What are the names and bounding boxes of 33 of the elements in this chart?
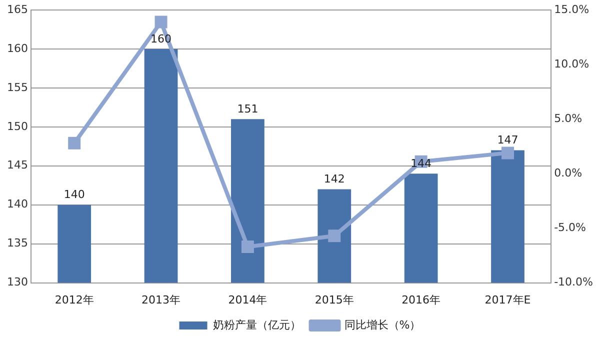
y2-tick-label: 15.0% [554, 2, 590, 16]
x-tick-label: 2017年E [484, 293, 531, 306]
point [328, 230, 341, 242]
y-tick-label: 135 [6, 236, 28, 250]
y-tick-label: 140 [6, 198, 28, 211]
y-tick-label: 165 [6, 2, 28, 16]
y2-tick-label: 0.0% [554, 166, 582, 180]
legend-label: 奶粉产量（亿元） [212, 318, 301, 332]
data-label: 142 [324, 172, 345, 186]
point [68, 136, 81, 150]
y2-tick-label: -5.0% [554, 221, 586, 234]
x-tick-label: 2013年 [142, 293, 181, 306]
legend-label: 同比增长（%） [344, 318, 421, 332]
point [154, 16, 168, 28]
y2-tick-label: -10.0% [554, 276, 594, 289]
y-tick-label: 145 [6, 158, 28, 172]
y-tick-label: 155 [6, 80, 28, 94]
point [502, 146, 514, 160]
y2-tick-label: 5.0% [554, 112, 582, 125]
x-tick-label: 2014年 [228, 293, 268, 306]
y-tick-label: 150 [6, 120, 28, 133]
x-tick-label: 2015年 [314, 293, 354, 306]
y-tick-label: 130 [6, 276, 28, 289]
data-label: 140 [64, 188, 85, 202]
data-label: 147 [497, 134, 518, 147]
data-label: 160 [150, 32, 172, 46]
y-tick-label: 160 [6, 42, 28, 55]
y2-tick-label: 10.0% [554, 57, 590, 70]
x-tick-label: 2016年 [402, 293, 441, 306]
data-label: 151 [237, 102, 258, 116]
data-label: 144 [410, 157, 432, 170]
x-tick-label: 2012年 [54, 293, 94, 306]
point [241, 240, 254, 254]
